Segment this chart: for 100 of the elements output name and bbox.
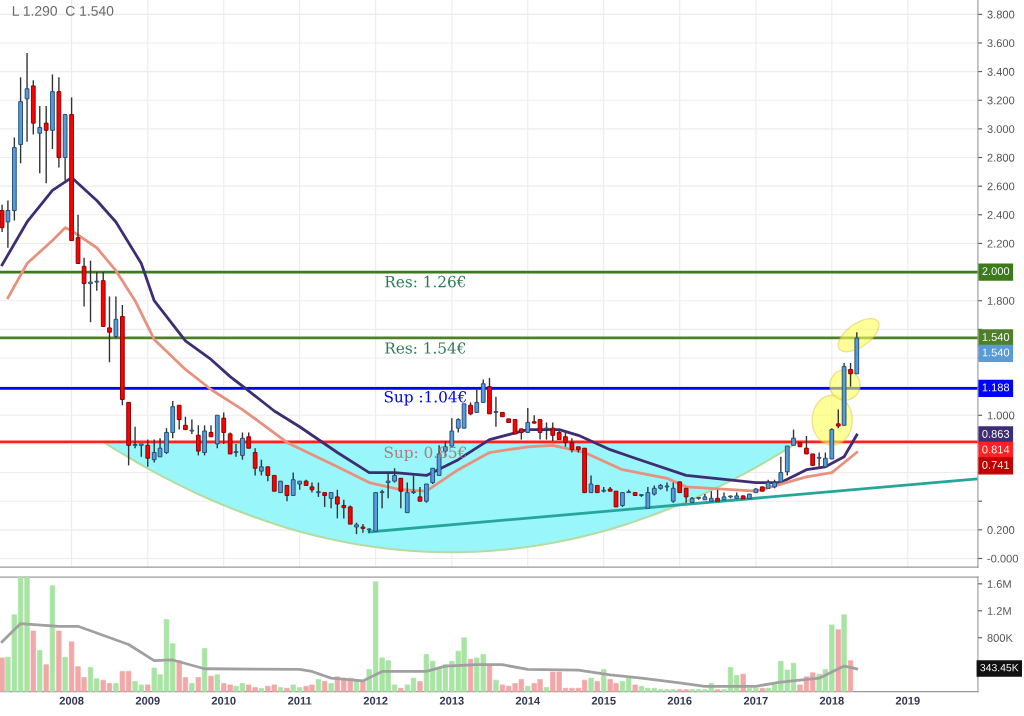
- y-tick-label: 3.000: [987, 125, 1015, 134]
- bar: [258, 687, 265, 692]
- candlestick: [474, 388, 480, 414]
- y-tick-label: 3.600: [987, 39, 1015, 48]
- y-tick-label: 3.800: [987, 10, 1015, 19]
- annotation: Sup :1.04€: [384, 390, 467, 406]
- bar: [360, 681, 366, 692]
- bar: [195, 677, 201, 692]
- candlestick: [334, 489, 340, 520]
- candlestick: [24, 52, 30, 143]
- bar: [56, 630, 62, 692]
- bar: [49, 585, 56, 692]
- bar: [398, 687, 404, 692]
- y-tick-label: 2.400: [987, 211, 1015, 219]
- candlestick: [670, 481, 676, 504]
- x-tick-label: 2013: [439, 696, 464, 705]
- candlestick: [398, 477, 404, 510]
- candlestick: [5, 199, 11, 249]
- candlestick: [43, 105, 49, 184]
- x-tick-label: 2018: [819, 696, 844, 705]
- y-tick-label: 800K: [987, 634, 1013, 642]
- annotation: 0.741: [982, 461, 1010, 469]
- candlestick: [37, 105, 43, 174]
- line-series: [0, 176, 859, 484]
- text: 343.45K: [980, 663, 1019, 672]
- x-tick-label: 2010: [211, 696, 236, 705]
- bar: [201, 648, 208, 692]
- bar: [322, 681, 328, 692]
- candlestick: [81, 257, 87, 308]
- bar: [759, 687, 765, 692]
- y-tick-label: -0.000: [987, 554, 1019, 563]
- x-tick-label: 2015: [591, 696, 616, 705]
- bar: [214, 674, 220, 692]
- y-tick-label: 1.2M: [987, 607, 1011, 615]
- candlestick: [176, 404, 182, 431]
- candlestick: [252, 447, 258, 477]
- bar: [588, 677, 594, 692]
- candlestick: [113, 295, 119, 339]
- bar: [43, 664, 49, 692]
- x-tick-label: 2016: [667, 696, 692, 705]
- ref-line-label: 0.814: [982, 445, 1010, 454]
- candlestick: [493, 395, 499, 428]
- candlestick: [0, 204, 5, 233]
- bar: [315, 679, 322, 692]
- ref-line-label: 1.540: [982, 333, 1010, 341]
- candlestick: [145, 438, 151, 468]
- candlestick: [379, 489, 385, 510]
- bar: [208, 675, 214, 692]
- annotation: 1.540: [982, 348, 1010, 357]
- y-tick-label: 1.6M: [987, 580, 1011, 588]
- x-tick-label: 2017: [743, 696, 768, 705]
- bar: [493, 679, 499, 692]
- candlestick: [202, 424, 207, 457]
- bar: [632, 684, 638, 692]
- x-tick-label: 2008: [59, 696, 84, 705]
- y-tick-label: 1.000: [987, 411, 1015, 420]
- ref-line-label: 2.000: [982, 267, 1010, 276]
- candlestick: [227, 431, 233, 455]
- y-tick-label: 3.200: [987, 96, 1015, 105]
- bar: [30, 630, 36, 692]
- x-tick-label: 2019: [895, 696, 920, 705]
- candlestick: [221, 411, 227, 445]
- bar: [189, 683, 195, 692]
- bar: [62, 656, 68, 692]
- y-tick-label: 0.200: [987, 526, 1015, 534]
- bar: [113, 683, 119, 692]
- line-series: [0, 622, 859, 688]
- y-tick-label: 3.400: [987, 67, 1015, 76]
- bar: [417, 681, 423, 692]
- annotation: Res: 1.54€: [385, 342, 466, 354]
- bar: [594, 681, 600, 692]
- bar: [284, 687, 290, 692]
- candlestick: [347, 504, 353, 525]
- y-tick-label: 1.800: [987, 296, 1015, 305]
- bar: [841, 614, 847, 692]
- candlestick: [417, 486, 423, 502]
- bar: [525, 685, 531, 692]
- candlestick: [195, 424, 201, 457]
- bar: [145, 684, 151, 692]
- candlestick: [424, 483, 429, 504]
- x-tick-label: 2014: [515, 696, 541, 705]
- candlestick: [189, 418, 195, 435]
- candlestick: [835, 408, 841, 429]
- candlestick: [848, 362, 853, 388]
- bar: [37, 650, 43, 692]
- bar: [835, 629, 841, 692]
- annotation: L 1.290 C 1.540: [12, 6, 114, 16]
- candlestick: [341, 499, 347, 520]
- candlestick: [550, 421, 556, 442]
- ref-line-label: 1.188: [982, 383, 1010, 392]
- y-tick-label: 2.800: [987, 153, 1015, 162]
- candlestick: [480, 378, 486, 404]
- candlestick: [360, 523, 366, 534]
- x-tick-label: 2012: [363, 696, 388, 705]
- annotation: 0.863: [982, 430, 1010, 438]
- bar: [0, 657, 5, 692]
- y-tick-label: 2.200: [987, 239, 1015, 248]
- annotation: Res: 1.26€: [385, 275, 466, 288]
- candlestick: [107, 295, 112, 363]
- y-tick-label: 2.600: [987, 182, 1015, 191]
